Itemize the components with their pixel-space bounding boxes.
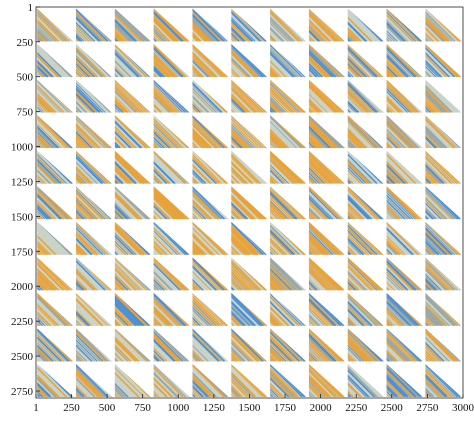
chart-blocks — [4, 9, 474, 398]
stripe — [454, 186, 474, 219]
stripe — [456, 9, 474, 42]
stripe — [459, 186, 474, 219]
stripe — [454, 44, 474, 77]
y-tick-label: 1000 — [11, 142, 34, 154]
x-tick-label: 500 — [99, 402, 116, 414]
y-tick-label: 2500 — [11, 351, 34, 363]
y-tick-label: 2250 — [11, 316, 34, 328]
stripe — [459, 9, 474, 42]
x-tick-label: 2250 — [345, 402, 368, 414]
y-tick-label: 1500 — [11, 211, 34, 223]
stripe — [459, 293, 474, 326]
stripe — [456, 293, 474, 326]
stripe — [454, 115, 474, 148]
stripe — [456, 364, 474, 397]
x-tick-label: 1 — [33, 402, 39, 414]
x-tick-label: 2500 — [381, 402, 404, 414]
stripe — [454, 151, 474, 184]
stripe — [456, 115, 474, 148]
stripe — [454, 80, 474, 113]
stripe — [456, 80, 474, 113]
y-tick-label: 1 — [28, 2, 34, 14]
y-tick-label: 2000 — [11, 281, 34, 293]
stripe — [454, 328, 474, 361]
y-tick-label: 750 — [17, 107, 34, 119]
stripe — [456, 151, 474, 184]
stripe — [459, 151, 474, 184]
x-tick-label: 250 — [63, 402, 80, 414]
stripe — [459, 364, 474, 397]
x-tick-label: 2750 — [416, 402, 439, 414]
x-tick-label: 1250 — [203, 402, 226, 414]
stripe — [454, 364, 474, 397]
stripe — [454, 9, 474, 42]
x-tick-label: 1000 — [167, 402, 190, 414]
stripe — [459, 328, 474, 361]
x-tick-label: 1750 — [274, 402, 297, 414]
stripe — [454, 222, 474, 255]
stripe — [456, 44, 474, 77]
y-tick-label: 1750 — [11, 246, 34, 258]
x-tick-label: 3000 — [452, 402, 474, 414]
stripe — [456, 257, 474, 290]
stripe — [459, 257, 474, 290]
x-tick-label: 1500 — [238, 402, 261, 414]
stripe — [459, 44, 474, 77]
stripe — [459, 80, 474, 113]
stripe — [459, 115, 474, 148]
stripe — [454, 257, 474, 290]
x-tick-label: 750 — [134, 402, 151, 414]
stripe — [456, 328, 474, 361]
y-tick-label: 1250 — [11, 176, 34, 188]
y-tick-label: 2750 — [11, 386, 34, 398]
y-tick-label: 250 — [17, 37, 34, 49]
stripe — [459, 222, 474, 255]
stripe — [456, 186, 474, 219]
stripe — [456, 222, 474, 255]
y-tick-label: 500 — [17, 72, 34, 84]
x-tick-label: 2000 — [310, 402, 333, 414]
stripe — [454, 293, 474, 326]
